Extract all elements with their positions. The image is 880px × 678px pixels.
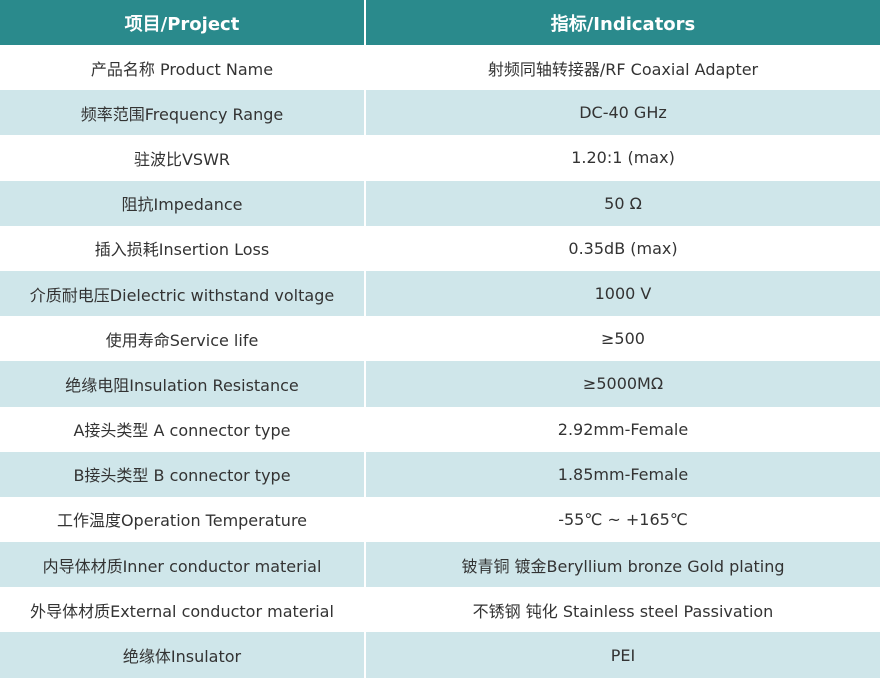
table-header: 项目/Project 指标/Indicators: [0, 0, 880, 45]
table-row: 内导体材质Inner conductor material 铍青铜 镀金Beryl…: [0, 542, 880, 588]
table-cell: 50 Ω: [365, 180, 880, 226]
table-cell: 工作温度Operation Temperature: [0, 496, 366, 543]
table-row: B接头类型 B connector type 1.85mm-Female: [0, 451, 880, 497]
table-row: 产品名称 Product Name 射频同轴转接器/RF Coaxial Adap…: [0, 45, 880, 91]
table-row: 插入损耗Insertion Loss 0.35dB (max): [0, 225, 880, 271]
header-row: 项目/Project 指标/Indicators: [0, 0, 880, 45]
table-body: 产品名称 Product Name 射频同轴转接器/RF Coaxial Adap…: [0, 45, 880, 678]
table-cell: 射频同轴转接器/RF Coaxial Adapter: [365, 45, 880, 91]
table-row: 介质耐电压Dielectric withstand voltage 1000 V: [0, 270, 880, 317]
table-row: 驻波比VSWR 1.20:1 (max): [0, 135, 880, 181]
table-cell: 绝缘电阻Insulation Resistance: [0, 361, 366, 407]
table-cell: DC-40 GHz: [365, 90, 880, 136]
header-cell: 指标/Indicators: [365, 0, 880, 45]
table-cell: 介质耐电压Dielectric withstand voltage: [0, 270, 366, 317]
table-cell: 插入损耗Insertion Loss: [0, 225, 366, 271]
table-cell: 外导体材质External conductor material: [0, 587, 366, 633]
table-cell: A接头类型 A connector type: [0, 406, 366, 452]
table-cell: 阻抗Impedance: [0, 180, 366, 226]
table-cell: B接头类型 B connector type: [0, 451, 366, 497]
table-cell: 频率范围Frequency Range: [0, 90, 366, 136]
table-cell: 内导体材质Inner conductor material: [0, 542, 366, 588]
table-row: 绝缘体Insulator PEI: [0, 632, 880, 678]
table-cell: ≥5000MΩ: [365, 361, 880, 407]
table-cell: PEI: [365, 632, 880, 678]
table-cell: 1.20:1 (max): [365, 135, 880, 181]
table-cell: 不锈钢 钝化 Stainless steel Passivation: [365, 587, 880, 633]
table-row: 绝缘电阻Insulation Resistance ≥5000MΩ: [0, 361, 880, 407]
table-cell: 铍青铜 镀金Beryllium bronze Gold plating: [365, 542, 880, 588]
table-cell: 2.92mm-Female: [365, 406, 880, 452]
table-cell: 绝缘体Insulator: [0, 632, 366, 678]
table-cell: 使用寿命Service life: [0, 316, 366, 362]
header-cell: 项目/Project: [0, 0, 366, 45]
table-cell: 1000 V: [365, 270, 880, 317]
table-row: 使用寿命Service life ≥500: [0, 316, 880, 362]
table-cell: 0.35dB (max): [365, 225, 880, 271]
table-row: A接头类型 A connector type 2.92mm-Female: [0, 406, 880, 452]
table-cell: 产品名称 Product Name: [0, 45, 366, 91]
table-row: 频率范围Frequency Range DC-40 GHz: [0, 90, 880, 136]
table-row: 外导体材质External conductor material 不锈钢 钝化 S…: [0, 587, 880, 633]
table-row: 工作温度Operation Temperature -55℃ ~ +165℃: [0, 496, 880, 543]
table-cell: ≥500: [365, 316, 880, 362]
table-cell: 1.85mm-Female: [365, 451, 880, 497]
table-cell: -55℃ ~ +165℃: [365, 496, 880, 543]
table-row: 阻抗Impedance 50 Ω: [0, 180, 880, 226]
table-cell: 驻波比VSWR: [0, 135, 366, 181]
